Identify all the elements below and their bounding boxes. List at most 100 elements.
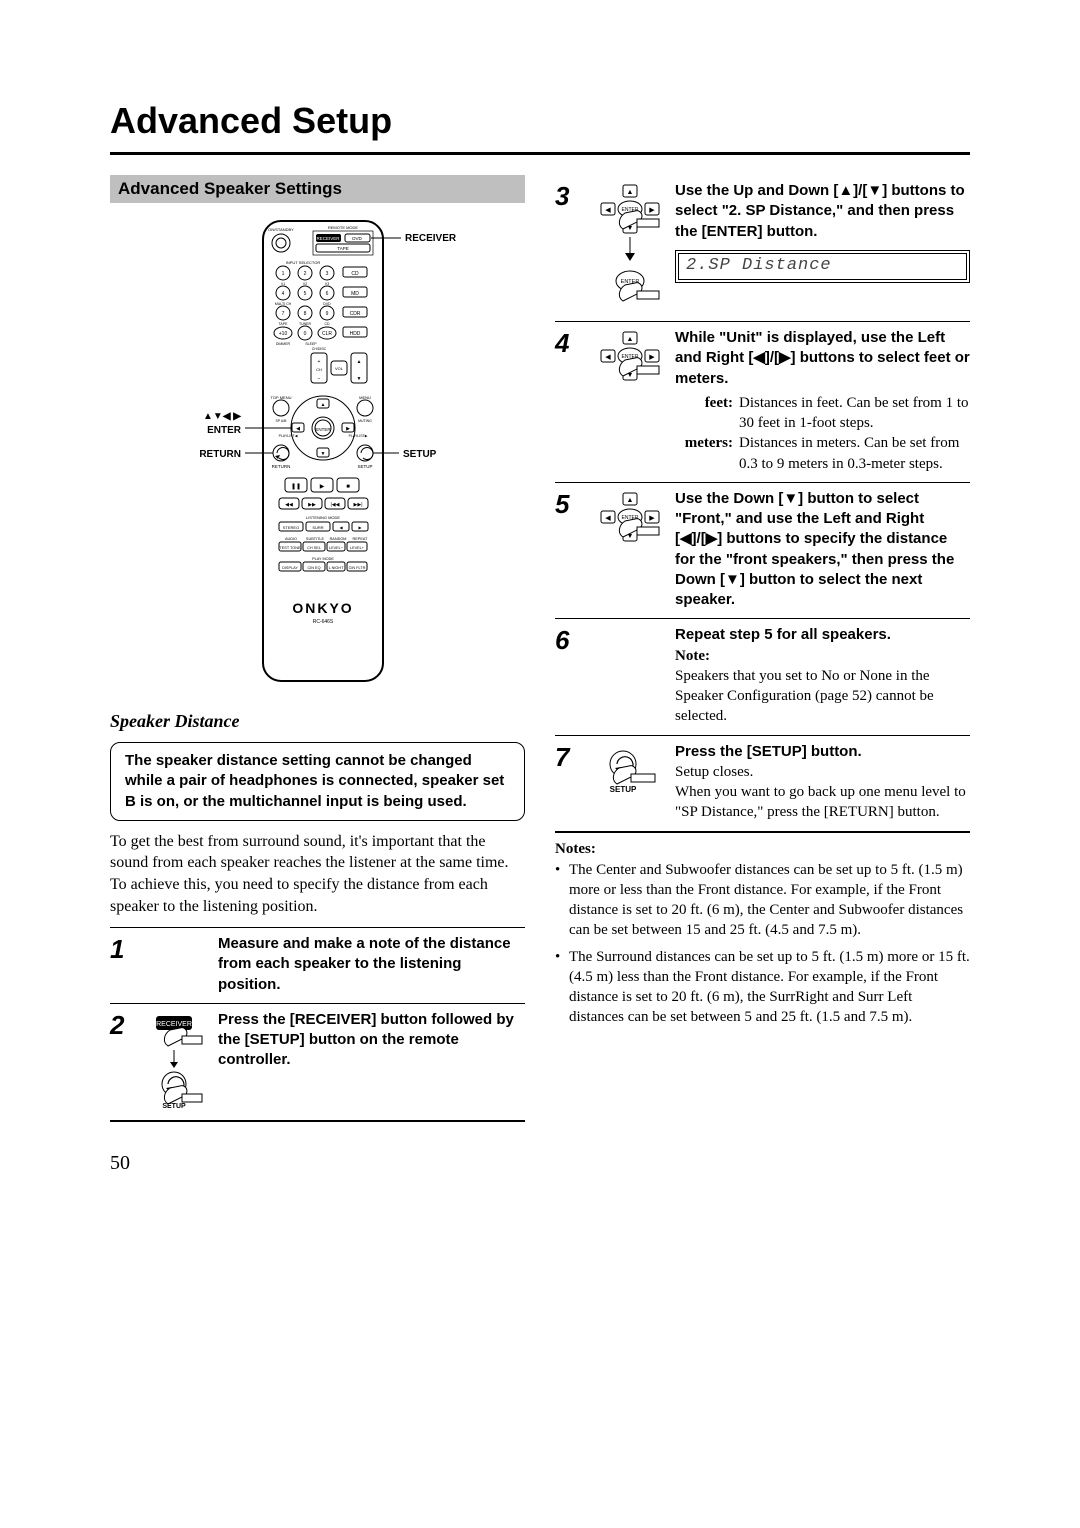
step-6: 6 Repeat step 5 for all speakers. Note: …: [555, 618, 970, 734]
svg-text:4: 4: [281, 291, 284, 297]
setup-press-icon: SETUP: [595, 742, 665, 823]
unit-definitions: feet: Distances in feet. Can be set from…: [675, 393, 970, 474]
svg-text:ENTER: ENTER: [315, 427, 331, 432]
svg-text:CH SEL: CH SEL: [307, 546, 321, 550]
svg-text:SETUP: SETUP: [162, 1103, 186, 1110]
svg-text:❚❚: ❚❚: [290, 483, 300, 490]
svg-text:CD: CD: [351, 271, 359, 277]
svg-text:V2: V2: [302, 282, 306, 286]
svg-text:MULTI CH: MULTI CH: [274, 302, 291, 306]
svg-text:▶: ▶: [346, 426, 350, 432]
steps-right: 3 ▲ ▼ ◀ ▶ ENTER E: [555, 175, 970, 833]
svg-text:VOL: VOL: [334, 366, 343, 371]
step-number: 2: [110, 1010, 140, 1112]
svg-text:LEVEL+: LEVEL+: [349, 546, 364, 550]
svg-text:INPUT SELECTOR: INPUT SELECTOR: [285, 260, 320, 265]
svg-text:PLAYLIST▶: PLAYLIST▶: [348, 434, 368, 438]
svg-text:V1: V1: [280, 282, 284, 286]
svg-text:▲▼◀ ▶: ▲▼◀ ▶: [203, 411, 242, 422]
svg-text:RECEIVER: RECEIVER: [405, 233, 457, 244]
def-def-feet: Distances in feet. Can be set from 1 to …: [739, 393, 970, 434]
step-3: 3 ▲ ▼ ◀ ▶ ENTER E: [555, 175, 970, 321]
subheading-speaker-distance: Speaker Distance: [110, 711, 525, 732]
svg-text:▶: ▶: [319, 484, 324, 490]
step-body: Press the [RECEIVER] button followed by …: [218, 1010, 525, 1112]
svg-text:▼: ▼: [320, 452, 325, 457]
svg-text:HDD: HDD: [349, 331, 360, 337]
step-body: Press the [SETUP] button. Setup closes. …: [675, 742, 970, 823]
svg-text:RETURN: RETURN: [271, 464, 290, 469]
lcd-display: 2.SP Distance: [675, 250, 970, 283]
def-term-meters: meters:: [675, 433, 733, 474]
step-number: 3: [555, 181, 585, 313]
svg-text:SP A/B: SP A/B: [275, 419, 287, 423]
svg-text:CIN FLTR: CIN FLTR: [348, 566, 365, 570]
svg-text:▶▶: ▶▶: [308, 502, 316, 508]
step-body: Repeat step 5 for all speakers. Note: Sp…: [675, 625, 970, 726]
svg-text:◀: ◀: [605, 514, 611, 522]
svg-text:▶: ▶: [649, 353, 655, 361]
def-def-meters: Distances in meters. Can be set from 0.3…: [739, 433, 970, 474]
step-number: 4: [555, 328, 585, 474]
svg-text:LEVEL−: LEVEL−: [328, 546, 343, 550]
svg-text:◀: ◀: [605, 206, 611, 214]
svg-text:0: 0: [303, 331, 306, 337]
svg-text:▲: ▲: [627, 496, 634, 504]
note-label: Note:: [675, 648, 710, 664]
step-1: 1 Measure and make a note of the distanc…: [110, 927, 525, 1003]
two-column-layout: Advanced Speaker Settings ON/STANDBY REM…: [110, 175, 970, 1122]
step-number: 5: [555, 489, 585, 611]
svg-text:AUDIO: AUDIO: [284, 537, 296, 541]
svg-text:6: 6: [325, 291, 328, 297]
step-5: 5 ▲ ▼ ◀ ▶ ENTER Use the Down [▼] button …: [555, 482, 970, 619]
svg-text:3: 3: [325, 271, 328, 277]
svg-text:CLR: CLR: [321, 331, 331, 337]
dpad-icon: ▲ ▼ ◀ ▶ ENTER: [595, 328, 665, 474]
step-number: 1: [110, 934, 140, 995]
svg-text:+10: +10: [278, 331, 287, 337]
note-item: The Center and Subwoofer distances can b…: [555, 860, 970, 941]
steps-left: 1 Measure and make a note of the distanc…: [110, 927, 525, 1122]
svg-text:DVD: DVD: [352, 236, 362, 241]
step-icon-empty: [150, 934, 208, 995]
page-title: Advanced Setup: [110, 100, 970, 155]
section-bar: Advanced Speaker Settings: [110, 175, 525, 203]
svg-text:RC-646S: RC-646S: [312, 619, 333, 625]
svg-text:▲: ▲: [627, 335, 634, 343]
svg-text:SUBTITLE: SUBTITLE: [305, 537, 324, 541]
notes-heading: Notes:: [555, 841, 970, 858]
step-body: While "Unit" is displayed, use the Left …: [675, 328, 970, 474]
svg-text:TAPE: TAPE: [278, 322, 288, 326]
note-item: The Surround distances can be set up to …: [555, 947, 970, 1028]
svg-text:SURR: SURR: [312, 525, 323, 530]
svg-text:V3: V3: [324, 282, 328, 286]
step7-line1: Setup closes.: [675, 764, 753, 780]
svg-text:7: 7: [281, 311, 284, 317]
svg-text:TEST TONE: TEST TONE: [279, 546, 301, 550]
step-body: Use the Down [▼] button to select "Front…: [675, 489, 970, 611]
svg-text:TUNER: TUNER: [298, 322, 311, 326]
step-body: Measure and make a note of the distance …: [218, 934, 525, 995]
svg-text:MENU: MENU: [359, 395, 371, 400]
svg-text:◀: ◀: [296, 426, 300, 432]
svg-text:ONKYO: ONKYO: [292, 600, 353, 616]
svg-text:▲: ▲: [356, 359, 361, 365]
step-4: 4 ▲ ▼ ◀ ▶ ENTER While "Unit" is displaye…: [555, 321, 970, 482]
svg-text:1: 1: [281, 271, 284, 277]
svg-text:STEREO: STEREO: [282, 525, 298, 530]
svg-text:▶: ▶: [649, 206, 655, 214]
svg-text:DISPLAY: DISPLAY: [282, 566, 298, 570]
svg-text:9: 9: [325, 311, 328, 317]
svg-text:SLEEP: SLEEP: [305, 342, 317, 346]
svg-text:MD: MD: [351, 291, 359, 297]
svg-text:◀: ◀: [605, 353, 611, 361]
svg-text:8: 8: [303, 311, 306, 317]
svg-text:▶: ▶: [649, 514, 655, 522]
svg-text:CD: CD: [324, 322, 330, 326]
svg-text:TOP MENU: TOP MENU: [270, 395, 291, 400]
svg-text:MUTING: MUTING: [358, 419, 372, 423]
left-column: Advanced Speaker Settings ON/STANDBY REM…: [110, 175, 525, 1122]
svg-text:▶▶|: ▶▶|: [353, 502, 362, 508]
svg-text:5: 5: [303, 291, 306, 297]
svg-text:PLAY MODE: PLAY MODE: [312, 557, 334, 561]
